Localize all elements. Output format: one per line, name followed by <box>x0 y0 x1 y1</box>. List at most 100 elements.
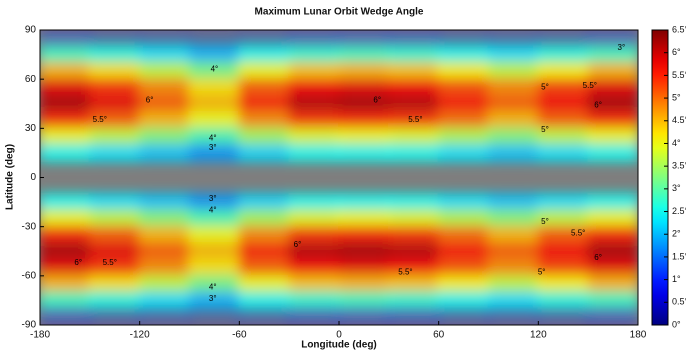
contour-label: 5.5° <box>103 258 117 267</box>
colorbar-tick-label: 2° <box>672 229 681 239</box>
heat-cell <box>139 29 191 47</box>
heat-cell <box>189 177 241 195</box>
heat-cell <box>587 177 639 195</box>
heat-cell <box>39 144 91 162</box>
heat-cell <box>587 308 639 326</box>
heat-cell <box>388 209 440 227</box>
heat-cell <box>438 193 490 211</box>
heat-cell <box>338 291 390 309</box>
heat-cell <box>438 111 490 129</box>
heat-cell <box>488 95 540 113</box>
heat-cell <box>587 209 639 227</box>
heat-cell <box>238 144 290 162</box>
heat-cell <box>438 160 490 178</box>
contour-label: 3° <box>209 294 217 303</box>
heat-cell <box>537 275 589 293</box>
x-tick-label: 60 <box>433 330 445 341</box>
heat-cell <box>537 291 589 309</box>
heat-cell <box>388 45 440 63</box>
heat-cell <box>288 209 340 227</box>
heat-cell <box>39 226 91 244</box>
heat-cell <box>139 144 191 162</box>
chart: Maximum Lunar Orbit Wedge Angle Longitud… <box>0 0 686 352</box>
heat-cell <box>338 62 390 80</box>
heat-cell <box>488 258 540 276</box>
heat-cell <box>238 78 290 96</box>
colorbar-tick-label: 1° <box>672 274 681 284</box>
heat-cell <box>139 111 191 129</box>
heat-cell <box>39 193 91 211</box>
x-tick-label: 180 <box>630 330 647 341</box>
heatmap <box>39 29 639 326</box>
colorbar-tick-label: 6° <box>672 47 681 57</box>
heat-cell <box>488 291 540 309</box>
heat-cell <box>338 78 390 96</box>
heat-cell <box>338 160 390 178</box>
y-tick-label: -30 <box>22 221 37 232</box>
contour-label: 4° <box>211 64 219 73</box>
heat-cell <box>39 291 91 309</box>
heat-cell <box>189 111 241 129</box>
heat-cell <box>338 308 390 326</box>
heat-cell <box>587 111 639 129</box>
heat-cell <box>537 160 589 178</box>
heat-cell <box>587 193 639 211</box>
heat-cell <box>288 45 340 63</box>
heat-cell <box>238 308 290 326</box>
heat-cell <box>438 291 490 309</box>
heat-cell <box>139 193 191 211</box>
heat-cell <box>488 127 540 145</box>
heat-cell <box>189 45 241 63</box>
heat-cell <box>139 62 191 80</box>
heat-cell <box>488 226 540 244</box>
heat-cell <box>139 78 191 96</box>
heat-cell <box>388 226 440 244</box>
heat-cell <box>288 95 340 113</box>
heat-cell <box>238 62 290 80</box>
contour-label: 4° <box>209 205 217 214</box>
x-tick-label: -120 <box>130 330 150 341</box>
heat-cell <box>39 127 91 145</box>
contour-label: 6° <box>74 258 82 267</box>
heat-cell <box>39 111 91 129</box>
heat-cell <box>587 226 639 244</box>
heat-cell <box>587 144 639 162</box>
heat-cell <box>139 275 191 293</box>
contour-label: 3° <box>209 194 217 203</box>
heat-cell <box>438 127 490 145</box>
heat-cell <box>438 226 490 244</box>
heat-cell <box>139 177 191 195</box>
heat-cell <box>438 308 490 326</box>
heat-cell <box>39 275 91 293</box>
heat-cell <box>288 177 340 195</box>
heat-cell <box>139 127 191 145</box>
heat-cell <box>189 95 241 113</box>
heat-cell <box>238 95 290 113</box>
heat-cell <box>537 45 589 63</box>
heat-cell <box>238 226 290 244</box>
heat-cell <box>338 193 390 211</box>
heat-cell <box>39 62 91 80</box>
heat-cell <box>488 209 540 227</box>
colorbar-tick-label: 4.5° <box>672 115 686 125</box>
heat-cell <box>438 177 490 195</box>
heat-cell <box>438 209 490 227</box>
contour-label: 3° <box>209 143 217 152</box>
heat-cell <box>438 95 490 113</box>
heat-cell <box>288 193 340 211</box>
heat-cell <box>288 291 340 309</box>
chart-title: Maximum Lunar Orbit Wedge Angle <box>255 7 424 18</box>
heat-cell <box>438 78 490 96</box>
heat-cell <box>338 29 390 47</box>
x-tick-label: 0 <box>336 330 342 341</box>
y-tick-label: 0 <box>30 172 36 183</box>
heat-cell <box>189 226 241 244</box>
colorbar-tick-label: 3.5° <box>672 161 686 171</box>
heat-cell <box>388 193 440 211</box>
heat-cell <box>238 242 290 260</box>
heat-cell <box>488 111 540 129</box>
heat-cell <box>139 258 191 276</box>
heat-cell <box>388 275 440 293</box>
contour-label: 4° <box>209 133 217 142</box>
heat-cell <box>587 127 639 145</box>
